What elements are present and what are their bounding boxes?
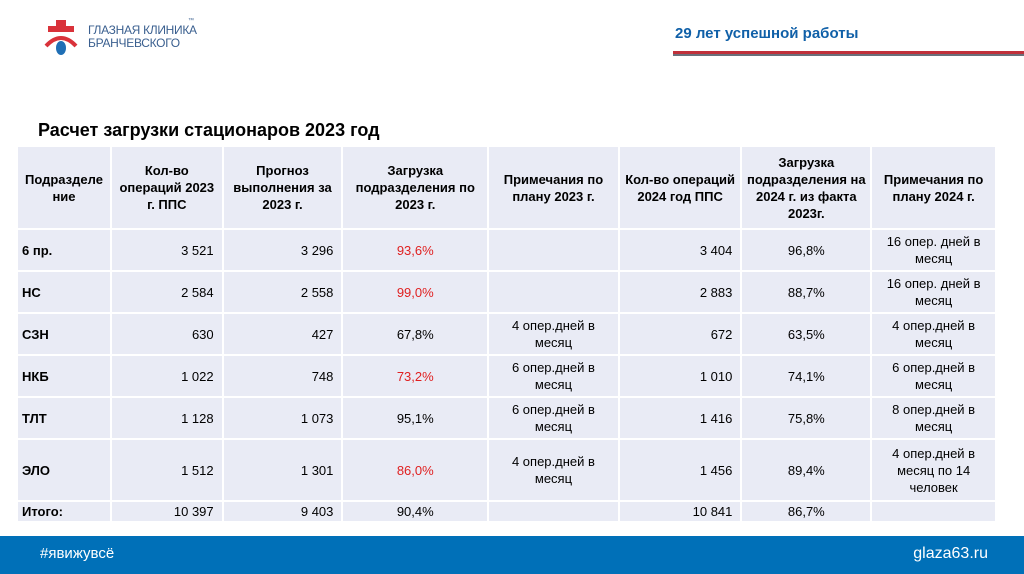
cell-ops2023: 630 [109, 312, 224, 356]
cell-note2023 [487, 270, 620, 314]
table-row: Итого: 10 397 9 403 90,4% 10 841 86,7% [16, 500, 997, 523]
hashtag: #явижувсё [40, 545, 115, 562]
cell-load2023: 73,2% [341, 354, 490, 398]
cell-load2024: 88,7% [740, 270, 873, 314]
slogan: 29 лет успешной работы [675, 25, 859, 42]
cell-ops2024: 1 456 [617, 438, 743, 502]
cell-forecast: 3 296 [221, 228, 344, 272]
table-row: ЭЛО 1 512 1 301 86,0% 4 опер.дней в месяц 1 4… [16, 438, 997, 502]
cell-load2023: 90,4% [341, 500, 490, 523]
cell-forecast: 2 558 [221, 270, 344, 314]
cell-unit: ЭЛО [16, 438, 112, 502]
column-header: Примечания по плану 2024 г. [870, 145, 997, 230]
cell-forecast: 1 301 [221, 438, 344, 502]
cell-ops2023: 1 512 [109, 438, 224, 502]
cell-note2024: 16 опер. дней в месяц [870, 270, 997, 314]
cell-ops2024: 672 [617, 312, 743, 356]
cell-load2024: 75,8% [740, 396, 873, 440]
cell-forecast: 748 [221, 354, 344, 398]
cell-note2023: 6 опер.дней в месяц [487, 354, 620, 398]
column-header: Загрузка подразделения по 2023 г. [341, 145, 490, 230]
header-divider [673, 51, 1024, 56]
cell-forecast: 9 403 [221, 500, 344, 523]
cell-load2023: 93,6% [341, 228, 490, 272]
cell-load2023: 67,8% [341, 312, 490, 356]
cell-unit: СЗН [16, 312, 112, 356]
cell-load2024: 86,7% [740, 500, 873, 523]
column-header: Подразделе ние [16, 145, 112, 230]
cell-ops2024: 1 010 [617, 354, 743, 398]
site-link[interactable]: glaza63.ru [913, 545, 988, 562]
cell-load2023: 86,0% [341, 438, 490, 502]
cell-ops2024: 1 416 [617, 396, 743, 440]
cell-note2024: 6 опер.дней в месяц [870, 354, 997, 398]
table-row: НКБ 1 022 748 73,2% 6 опер.дней в месяц 1 010… [16, 354, 997, 398]
cell-load2023: 95,1% [341, 396, 490, 440]
column-header: Загрузка подразделения на 2024 г. из фак… [740, 145, 873, 230]
cell-note2023: 4 опер.дней в месяц [487, 438, 620, 502]
cell-unit: НКБ [16, 354, 112, 398]
table-row: НС 2 584 2 558 99,0% 2 883 88,7% 16 опер. дней… [16, 270, 997, 314]
footer: #явижувсё glaza63.ru [0, 536, 1024, 574]
cell-note2024: 8 опер.дней в месяц [870, 396, 997, 440]
clinic-logo: ГЛАЗНАЯ КЛИНИКА БРАНЧЕВСКОГО ™ [42, 18, 202, 60]
cell-ops2023: 2 584 [109, 270, 224, 314]
cell-note2024: 4 опер.дней в месяц [870, 312, 997, 356]
cell-ops2024: 3 404 [617, 228, 743, 272]
cell-ops2023: 3 521 [109, 228, 224, 272]
column-header: Прогноз выполнения за 2023 г. [221, 145, 344, 230]
cell-ops2023: 10 397 [109, 500, 224, 523]
cell-load2024: 89,4% [740, 438, 873, 502]
cell-note2023 [487, 228, 620, 272]
column-header: Примечания по плану 2023 г. [487, 145, 620, 230]
eye-cross-icon [44, 20, 78, 55]
cell-forecast: 427 [221, 312, 344, 356]
cell-load2023: 99,0% [341, 270, 490, 314]
cell-unit: Итого: [16, 500, 112, 523]
cell-note2023: 4 опер.дней в месяц [487, 312, 620, 356]
table-row: 6 пр. 3 521 3 296 93,6% 3 404 96,8% 16 опер. д… [16, 228, 997, 272]
cell-note2023: 6 опер.дней в месяц [487, 396, 620, 440]
page-title: Расчет загрузки стационаров 2023 год [38, 120, 380, 140]
cell-load2024: 96,8% [740, 228, 873, 272]
cell-unit: ТЛТ [16, 396, 112, 440]
cell-note2023 [487, 500, 620, 523]
cell-ops2023: 1 022 [109, 354, 224, 398]
column-header: Кол-во операций 2024 год ППС [617, 145, 743, 230]
table-row: ТЛТ 1 128 1 073 95,1% 6 опер.дней в месяц 1 4… [16, 396, 997, 440]
load-table: Подразделе ние Кол-во операций 2023 г. ПП… [16, 145, 997, 523]
cell-load2024: 74,1% [740, 354, 873, 398]
cell-load2024: 63,5% [740, 312, 873, 356]
cell-ops2024: 10 841 [617, 500, 743, 523]
column-header: Кол-во операций 2023 г. ППС [109, 145, 224, 230]
cell-ops2023: 1 128 [109, 396, 224, 440]
cell-unit: НС [16, 270, 112, 314]
cell-ops2024: 2 883 [617, 270, 743, 314]
cell-forecast: 1 073 [221, 396, 344, 440]
cell-unit: 6 пр. [16, 228, 112, 272]
table-row: СЗН 630 427 67,8% 4 опер.дней в месяц 672 63,5… [16, 312, 997, 356]
cell-note2024 [870, 500, 997, 523]
cell-note2024: 16 опер. дней в месяц [870, 228, 997, 272]
cell-note2024: 4 опер.дней в месяц по 14 человек [870, 438, 997, 502]
